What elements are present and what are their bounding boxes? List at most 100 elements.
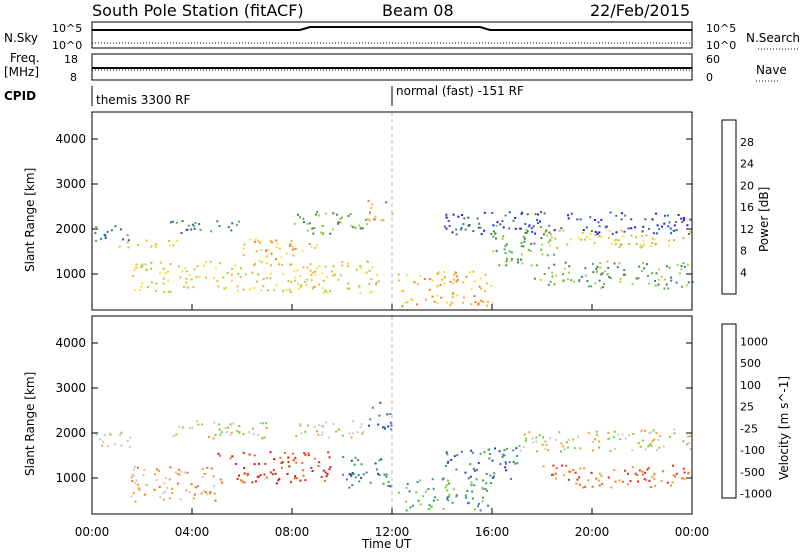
data-cell	[533, 242, 536, 245]
data-cell	[236, 430, 239, 433]
data-cell	[672, 432, 675, 435]
data-cell	[604, 226, 607, 229]
data-cell	[504, 214, 507, 217]
data-cell	[194, 222, 197, 224]
data-cell	[196, 265, 199, 268]
data-cell	[230, 431, 233, 434]
data-cell	[563, 474, 566, 477]
data-cell	[278, 477, 281, 480]
data-cell	[168, 497, 171, 500]
data-cell	[127, 239, 130, 242]
data-cell	[277, 479, 280, 482]
data-cell	[680, 217, 683, 220]
data-cell	[642, 239, 645, 242]
data-cell	[181, 270, 184, 273]
data-cell	[439, 284, 442, 287]
data-cell	[371, 203, 374, 206]
data-cell	[243, 472, 246, 475]
data-cell	[369, 418, 372, 421]
data-cell	[448, 482, 450, 485]
data-cell	[321, 425, 324, 428]
data-cell	[477, 301, 480, 304]
data-cell	[248, 431, 251, 434]
data-cell	[238, 474, 240, 477]
data-cell	[528, 431, 531, 434]
data-cell	[203, 490, 206, 493]
data-cell	[550, 473, 553, 476]
data-cell	[446, 453, 449, 456]
data-cell	[256, 280, 258, 283]
data-cell	[181, 426, 184, 429]
data-cell	[293, 269, 296, 272]
data-cell	[348, 473, 351, 476]
data-cell	[576, 218, 579, 221]
data-cell	[210, 230, 213, 233]
data-cell	[520, 258, 522, 261]
data-cell	[131, 480, 134, 483]
data-cell	[255, 250, 258, 253]
data-cell	[177, 468, 180, 471]
data-cell	[162, 498, 165, 501]
data-cell	[523, 240, 526, 243]
data-cell	[536, 219, 539, 221]
data-cell	[317, 465, 320, 467]
data-cell	[447, 220, 450, 222]
data-cell	[162, 267, 165, 270]
data-cell	[205, 276, 207, 279]
data-cell	[506, 257, 508, 260]
data-cell	[178, 473, 181, 476]
data-cell	[498, 264, 501, 267]
data-cell	[521, 262, 524, 265]
data-cell	[668, 221, 671, 224]
data-cell	[176, 472, 179, 475]
data-cell	[390, 424, 393, 427]
data-cell	[567, 217, 570, 220]
data-cell	[273, 289, 276, 292]
data-cell	[595, 267, 598, 270]
data-cell	[527, 248, 530, 251]
data-cell	[279, 456, 282, 459]
data-cell	[552, 464, 555, 467]
data-cell	[503, 449, 506, 452]
data-cell	[95, 239, 97, 242]
data-cell	[457, 278, 459, 281]
data-cell	[328, 456, 331, 459]
data-cell	[196, 420, 198, 423]
data-cell	[195, 276, 198, 278]
data-cell	[242, 253, 245, 256]
data-cell	[689, 448, 692, 451]
data-cell	[243, 467, 246, 470]
data-cell	[504, 252, 507, 255]
data-cell	[359, 291, 362, 294]
data-cell	[642, 439, 645, 442]
data-cell	[451, 501, 454, 504]
data-cell	[495, 237, 497, 240]
data-cell	[251, 481, 254, 484]
data-cell	[158, 469, 161, 472]
data-cell	[508, 461, 511, 464]
power-ylabel: Slant Range [km]	[23, 168, 37, 272]
data-cell	[109, 433, 112, 436]
data-cell	[265, 255, 268, 258]
data-cell	[577, 435, 580, 438]
data-cell	[643, 267, 646, 270]
data-cell	[373, 218, 376, 221]
data-cell	[119, 433, 122, 436]
data-cell	[582, 229, 585, 231]
data-cell	[460, 227, 463, 230]
data-cell	[644, 429, 646, 432]
data-cell	[416, 282, 419, 285]
data-cell	[300, 285, 303, 288]
data-cell	[594, 234, 597, 236]
data-cell	[466, 502, 469, 505]
data-cell	[291, 245, 294, 248]
data-cell	[288, 465, 291, 468]
data-cell	[146, 286, 149, 288]
data-cell	[689, 231, 692, 234]
data-cell	[638, 265, 641, 268]
data-cell	[167, 270, 169, 273]
data-cell	[516, 455, 518, 457]
data-cell	[650, 445, 653, 447]
data-cell	[322, 279, 325, 282]
data-cell	[611, 233, 614, 235]
